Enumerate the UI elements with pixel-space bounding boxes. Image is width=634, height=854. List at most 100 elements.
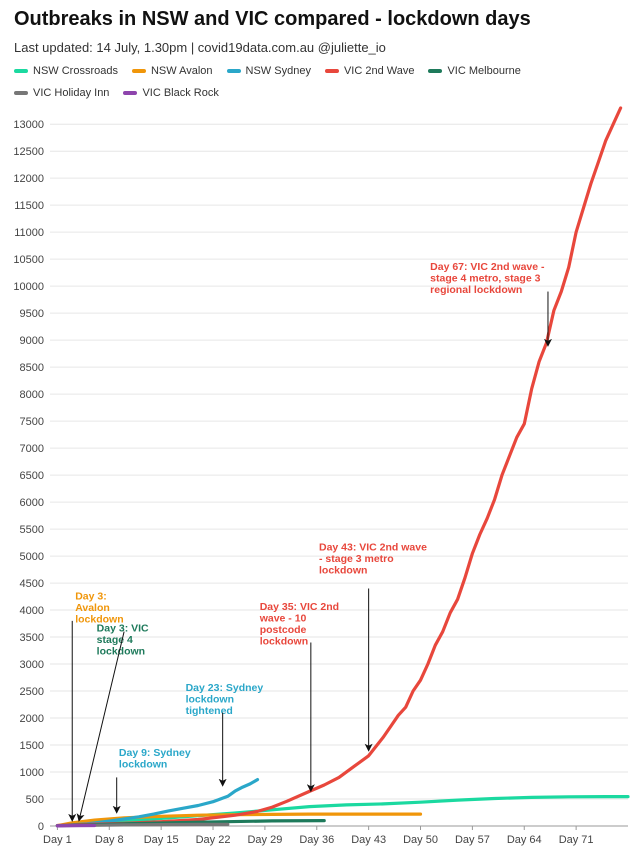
annotation-line: lockdown [75,613,123,625]
legend-item[interactable]: NSW Avalon [131,65,213,77]
legend-swatch [14,91,28,95]
y-tick-label: 9000 [20,335,44,347]
annotation-line: lockdown [260,636,308,648]
annotation-line: Avalon [75,602,110,614]
series-line [55,794,630,828]
annotation-line: Day 23: Sydney [186,682,264,694]
y-tick-label: 4000 [20,605,44,617]
legend-item[interactable]: NSW Sydney [226,65,311,77]
legend-swatch [131,69,146,73]
x-tick-label: Day 15 [144,834,179,846]
series-line [55,777,260,828]
legend-item[interactable]: VIC Black Rock [123,87,219,99]
annotation-line: stage 4 metro, stage 3 [430,272,540,284]
y-tick-label: 2000 [20,713,44,725]
annotation-line: lockdown [97,646,145,658]
annotation-label: Day 43: VIC 2nd wave - stage 3 metro lockd… [319,542,427,577]
annotation-line: Day 3: [75,590,107,602]
annotation-label: Day 3: Avalon lockdown [75,590,123,625]
annotation-label: Day 23: Sydney lockdown tightened [186,682,264,717]
annotation-line: Day 43: VIC 2nd wave [319,542,427,554]
annotation-label: Day 35: VIC 2nd wave - 10 postcode lockdown [259,601,339,648]
annotation-line: regional lockdown [430,284,522,296]
y-tick-label: 500 [26,794,44,806]
chart-subtitle: Last updated: 14 July, 1.30pm | covid19d… [14,40,386,55]
y-tick-label: 7500 [20,416,44,428]
y-tick-label: 1500 [20,740,44,752]
y-tick-label: 9500 [20,308,44,320]
series-lines [55,106,630,828]
x-tick-label: Day 36 [299,834,334,846]
legend-item[interactable]: VIC Holiday Inn [14,87,109,99]
y-tick-label: 5000 [20,551,44,563]
y-tick-label: 6500 [20,470,44,482]
y-tick-label: 3000 [20,659,44,671]
legend-label: VIC 2nd Wave [343,65,415,77]
x-tick-label: Day 22 [196,834,231,846]
y-tick-label: 11500 [14,200,44,212]
y-tick-label: 1000 [20,767,44,779]
legend-label: VIC Black Rock [142,87,219,99]
chart-title: Outbreaks in NSW and VIC compared - lock… [14,8,531,30]
y-tick-label: 6000 [20,497,44,509]
y-tick-label: 11000 [14,227,44,239]
annotation-arrow [76,631,125,822]
legend-label: NSW Sydney [245,65,311,77]
legend-swatch [428,69,443,73]
legend-label: VIC Holiday Inn [33,87,110,99]
x-tick-label: Day 1 [43,834,72,846]
y-tick-label: 0 [38,821,44,833]
y-tick-label: 4500 [20,578,44,590]
y-tick-label: 5500 [20,524,44,536]
x-axis: Day 1 Day 8 Day 15 Day 22 Day 29 Day 36 Day 43… [43,826,594,846]
legend-label: NSW Crossroads [33,65,118,77]
annotation-line: Day 9: Sydney [119,747,191,759]
y-axis: 0 500 1000 1500 2000 2500 3000 3500 4000 4500 5000… [13,119,44,833]
x-tick-label: Day 64 [507,834,542,846]
legend-label: VIC Melbourne [447,65,521,77]
annotation-line: tightened [186,705,233,717]
y-tick-label: 8000 [20,389,44,401]
y-tick-label: 10500 [13,254,44,266]
legend-item[interactable]: NSW Crossroads [14,65,118,77]
annotation-line: wave - 10 [259,613,307,625]
annotation-line: postcode [260,624,307,636]
y-tick-label: 12500 [13,146,44,158]
annotation-label: Day 67: VIC 2nd wave -stage 4 metro, sta… [430,261,545,296]
y-tick-label: 8500 [20,362,44,374]
annotation-line: - stage 3 metro [319,553,394,565]
legend-swatch [324,69,339,73]
annotation-line: stage 4 [97,634,133,646]
legend: NSW Crossroads NSW Avalon NSW Sydney VIC 2n… [10,64,630,108]
y-tick-label: 12000 [13,173,44,185]
annotation-line: Day 67: VIC 2nd wave - [430,261,545,273]
series-line [55,106,623,828]
y-tick-label: 13000 [13,119,44,131]
x-tick-label: Day 43 [351,834,386,846]
x-tick-label: Day 8 [95,834,124,846]
legend-swatch [226,69,241,73]
y-tick-label: 10000 [13,281,44,293]
annotation-line: lockdown [319,565,367,577]
y-tick-label: 2500 [20,686,44,698]
x-tick-label: Day 29 [247,834,282,846]
x-tick-label: Day 57 [455,834,490,846]
annotation-line: Day 3: VIC [97,623,149,635]
annotation-line: lockdown [119,758,167,770]
annotation-label: Day 3: VIC stage 4 lockdown [97,623,149,658]
x-tick-label: Day 71 [559,834,594,846]
legend-item[interactable]: VIC Melbourne [428,65,521,77]
annotation-line: lockdown [186,694,234,706]
grid [50,123,628,827]
annotation-line: Day 35: VIC 2nd [260,601,339,613]
legend-swatch [123,91,138,95]
x-tick-label: Day 50 [403,834,438,846]
annotation-label: Day 9: Sydney lockdown [119,747,191,771]
legend-item[interactable]: VIC 2nd Wave [324,65,415,77]
series-line [55,812,423,828]
legend-swatch [14,69,28,73]
y-tick-label: 7000 [20,443,44,455]
y-tick-label: 3500 [20,632,44,644]
legend-label: NSW Avalon [150,65,213,77]
